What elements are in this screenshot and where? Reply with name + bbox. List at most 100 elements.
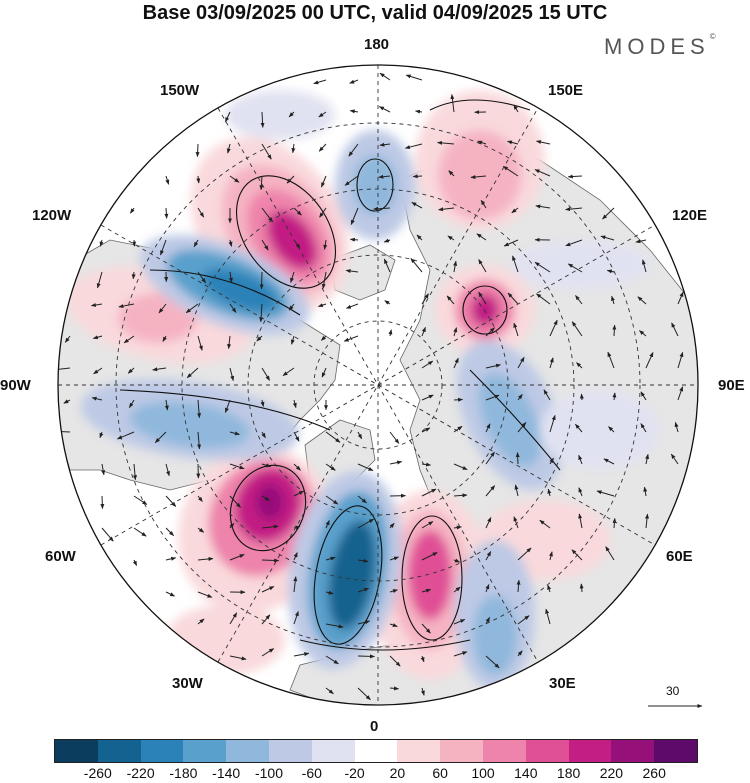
- wind-vector: [293, 552, 298, 561]
- wind-vector: [453, 586, 461, 593]
- wind-vector: [229, 655, 247, 661]
- wind-vector: [453, 651, 468, 657]
- wind-vector: [321, 367, 327, 378]
- wind-vector: [640, 423, 647, 433]
- wind-vector: [293, 431, 300, 442]
- wind-vector: [357, 431, 363, 440]
- wind-vector: [485, 451, 495, 465]
- wind-vector: [197, 618, 205, 625]
- wind-vector: [517, 356, 525, 369]
- wind-vector: [421, 293, 429, 305]
- wind-vector: [534, 169, 551, 177]
- logo-mark: ©: [709, 32, 716, 41]
- wind-vector: [229, 175, 240, 183]
- wind-vector: [578, 454, 583, 465]
- anomaly-negative: [540, 390, 660, 470]
- colorbar-tick-label: -220: [126, 765, 155, 781]
- wind-vector: [164, 399, 169, 411]
- wind-vector: [348, 143, 359, 157]
- wind-vector: [96, 271, 103, 289]
- contour-line: [119, 389, 331, 431]
- lon-label-30w: 30W: [172, 675, 203, 692]
- lon-label-150w: 150W: [160, 82, 200, 99]
- colorbar-tick-label: 220: [599, 765, 624, 781]
- wind-vector: [421, 326, 426, 337]
- wind-vector: [195, 143, 200, 158]
- wind-vector: [325, 590, 334, 595]
- wind-vector: [291, 143, 296, 154]
- wind-vector: [293, 463, 301, 471]
- wind-vector: [517, 650, 523, 657]
- wind-vector: [438, 207, 455, 212]
- wind-vector: [162, 335, 167, 342]
- wind-vector: [404, 143, 423, 150]
- wind-vector: [100, 495, 105, 510]
- wind-vector: [453, 558, 461, 563]
- wind-vector: [421, 521, 434, 529]
- wind-vector: [63, 399, 71, 404]
- wind-vector: [543, 389, 551, 401]
- wind-vector: [478, 291, 487, 305]
- wind-vector: [565, 207, 583, 212]
- anomaly-positive: [256, 484, 284, 520]
- wind-vector: [325, 655, 339, 665]
- wind-vector: [193, 239, 199, 248]
- wind-vector: [357, 687, 371, 701]
- meridian-30: [217, 107, 539, 663]
- wind-vector: [197, 431, 202, 450]
- wind-vector: [256, 335, 263, 342]
- meridian-60: [100, 224, 656, 546]
- wind-vector: [64, 335, 71, 343]
- wind-vector: [229, 554, 245, 561]
- wind-vector: [261, 367, 271, 381]
- wind-vector: [229, 303, 237, 313]
- wind-vector: [260, 111, 265, 128]
- wind-vector: [344, 175, 359, 186]
- wind-vector: [349, 109, 359, 114]
- wind-vector: [259, 303, 264, 323]
- wind-vector: [185, 303, 199, 314]
- colorbar-tick-label: -140: [212, 765, 241, 781]
- anomaly-negative: [225, 90, 335, 140]
- anomaly-negative: [353, 155, 397, 215]
- wind-vector: [197, 527, 205, 533]
- wind-vector: [197, 271, 207, 284]
- wind-vector: [602, 207, 615, 220]
- contour-line: [149, 269, 301, 316]
- wind-vector: [516, 579, 521, 593]
- wind-vector: [503, 239, 519, 247]
- wind-vector: [101, 463, 106, 476]
- anomaly-fields: [66, 90, 660, 690]
- wind-vector: [517, 615, 530, 625]
- wind-vector: [325, 520, 330, 529]
- wind-vector: [389, 460, 403, 465]
- wind-vector: [320, 175, 327, 188]
- wind-vector: [293, 652, 310, 657]
- wind-vector: [261, 558, 280, 563]
- wind-vector: [261, 614, 271, 625]
- wind-vector: [447, 235, 455, 241]
- wind-vector: [319, 207, 327, 218]
- wind-vector: [186, 367, 199, 379]
- wind-vector: [476, 233, 487, 241]
- wind-vector: [410, 258, 423, 273]
- wind-vector: [480, 199, 487, 209]
- colorbar-cell: [311, 740, 355, 762]
- wind-vector: [421, 360, 434, 369]
- wind-vector: [612, 517, 617, 529]
- wind-vector: [229, 612, 238, 625]
- wind-vector: [261, 463, 272, 468]
- wind-vector: [293, 576, 298, 593]
- wind-vector: [196, 175, 201, 184]
- wind-vector: [485, 516, 492, 529]
- wind-vector: [133, 463, 137, 481]
- wind-vector: [261, 648, 275, 657]
- wind-vector: [129, 207, 135, 214]
- wind-vector: [612, 392, 617, 401]
- wind-vector: [547, 584, 552, 593]
- wind-vector: [323, 239, 328, 250]
- wind-vector: [158, 303, 167, 314]
- wind-vector: [132, 559, 138, 567]
- wind-vector: [643, 486, 648, 497]
- wind-vector: [384, 300, 391, 305]
